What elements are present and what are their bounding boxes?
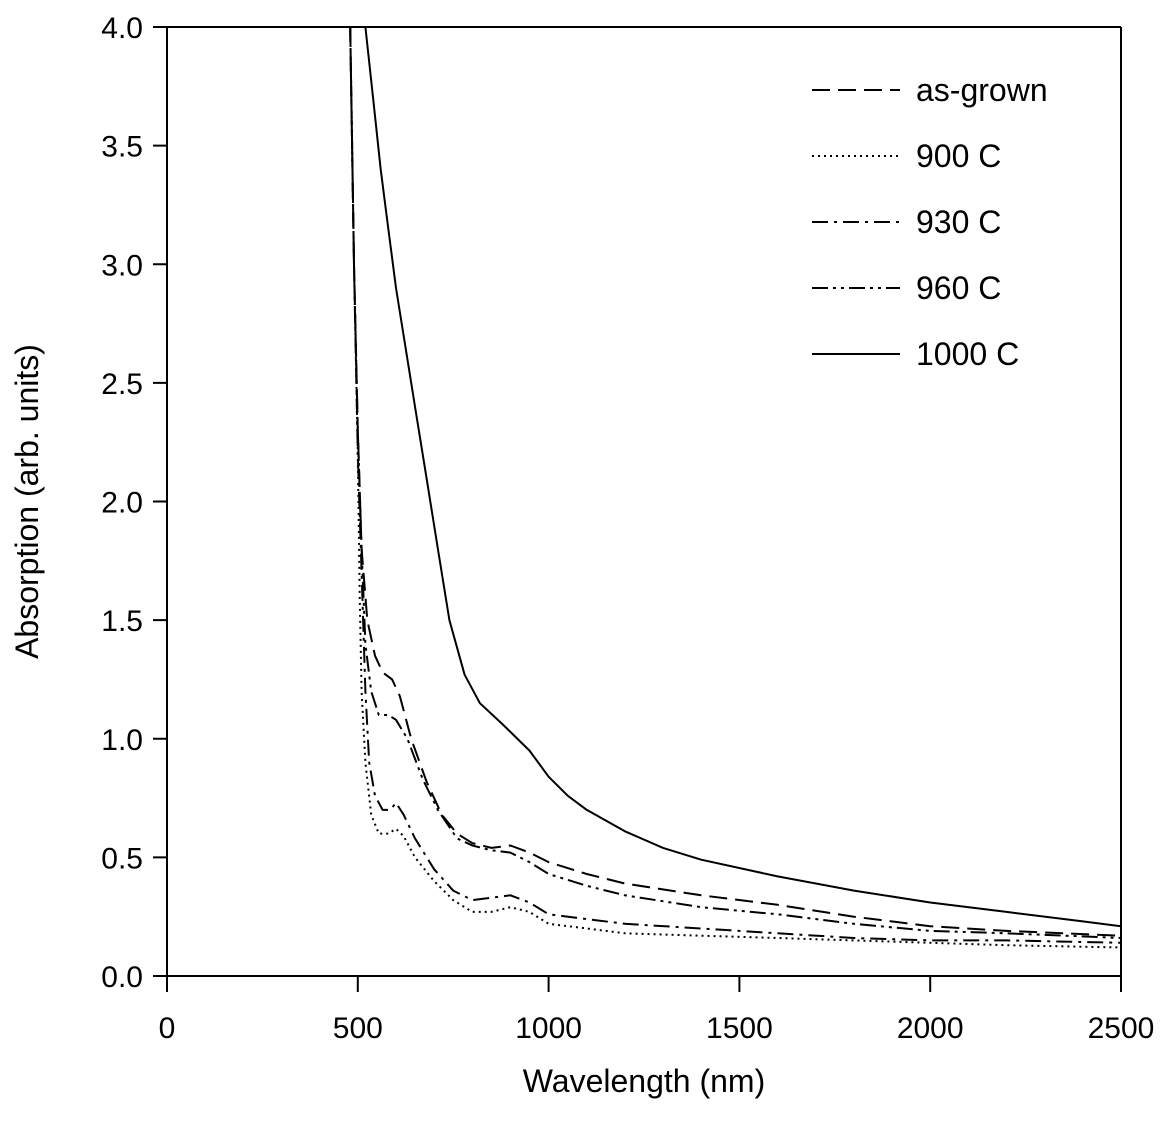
series-line-900-c (349, 27, 1121, 949)
legend-label: 960 C (916, 270, 1001, 306)
series-line-960-c (349, 27, 1121, 939)
x-axis-title: Wavelength (nm) (523, 1063, 765, 1099)
x-tick-label: 2000 (897, 1012, 964, 1045)
x-tick-label: 1000 (515, 1012, 582, 1045)
y-axis-title: Absorption (arb. units) (9, 344, 45, 659)
y-tick-label: 0.0 (101, 961, 143, 994)
y-tick-label: 1.5 (101, 605, 143, 638)
legend: as-grown 900 C 930 C 960 C 1000 C (812, 72, 1048, 372)
x-tick-label: 0 (159, 1012, 176, 1045)
y-tick-label: 2.5 (101, 368, 143, 401)
y-tick-label: 1.0 (101, 724, 143, 757)
legend-label: as-grown (916, 72, 1048, 108)
axes: 0 500 1000 1500 2000 2500 0.0 0.5 1.0 1.5 2.0 2.5 3.… (101, 12, 1154, 1045)
series-line-930-c (349, 27, 1121, 944)
y-tick-label: 4.0 (101, 12, 143, 45)
x-tick-label: 1500 (706, 1012, 773, 1045)
y-tick-label: 0.5 (101, 842, 143, 875)
y-tick-label: 3.0 (101, 249, 143, 282)
series-line-1000-c (350, 27, 1121, 928)
series-group (349, 27, 1121, 949)
x-tick-label: 500 (333, 1012, 383, 1045)
series-line-as-grown (349, 27, 1121, 937)
x-tick-label: 2500 (1088, 1012, 1155, 1045)
legend-label: 930 C (916, 204, 1001, 240)
y-tick-label: 2.0 (101, 487, 143, 520)
legend-label: 1000 C (916, 336, 1019, 372)
legend-label: 900 C (916, 138, 1001, 174)
y-tick-label: 3.5 (101, 131, 143, 164)
